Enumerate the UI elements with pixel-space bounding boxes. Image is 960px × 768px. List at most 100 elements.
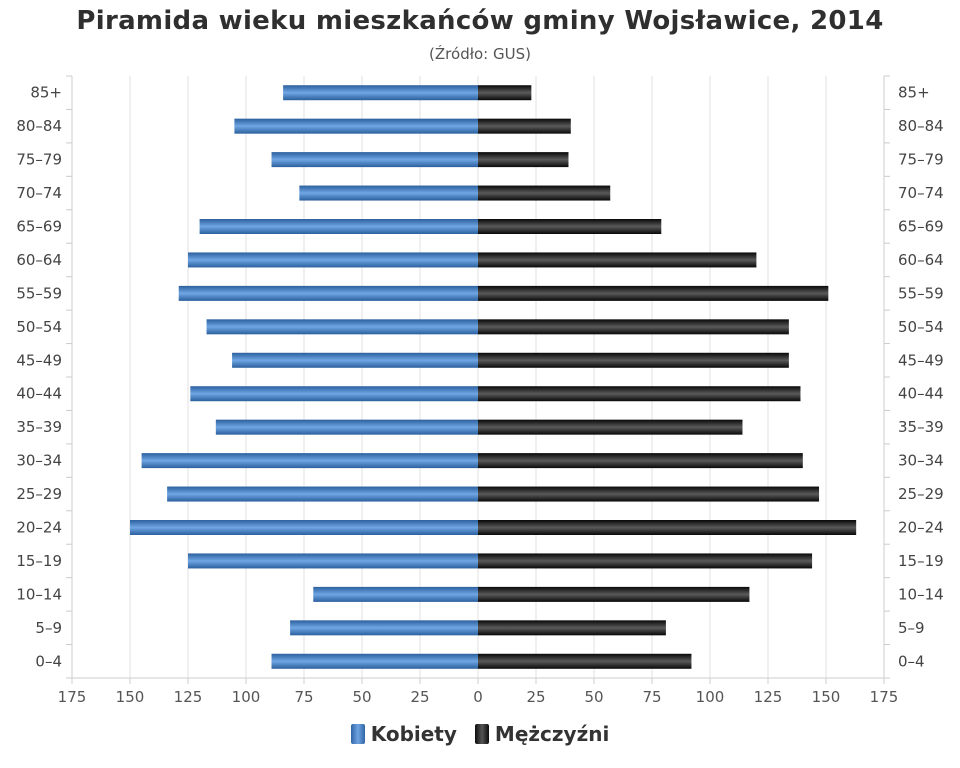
bar-mezczyzni bbox=[478, 85, 532, 101]
right-category-label: 40–44 bbox=[898, 385, 944, 403]
left-category-label: 45–49 bbox=[16, 351, 62, 369]
right-category-label: 25–29 bbox=[898, 485, 944, 503]
bar-kobiety bbox=[232, 352, 478, 368]
bar-kobiety bbox=[234, 118, 478, 134]
x-tick-label: 100 bbox=[232, 688, 261, 706]
x-tick-label: 150 bbox=[812, 688, 841, 706]
bar-kobiety bbox=[271, 152, 478, 168]
bar-kobiety bbox=[188, 252, 478, 268]
bar-mezczyzni bbox=[478, 118, 571, 134]
bar-kobiety bbox=[271, 653, 478, 669]
bar-kobiety bbox=[299, 185, 478, 201]
bar-kobiety bbox=[206, 319, 478, 335]
left-category-label: 5–9 bbox=[35, 619, 62, 637]
right-category-label: 15–19 bbox=[898, 552, 944, 570]
left-category-label: 85+ bbox=[30, 84, 62, 102]
bar-mezczyzni bbox=[478, 285, 829, 301]
right-category-label: 75–79 bbox=[898, 151, 944, 169]
right-category-label: 45–49 bbox=[898, 351, 944, 369]
right-category-label: 10–14 bbox=[898, 585, 944, 603]
chart-title: Piramida wieku mieszkańców gminy Wojsław… bbox=[76, 6, 884, 36]
right-category-label: 50–54 bbox=[898, 318, 944, 336]
bar-kobiety bbox=[167, 486, 478, 502]
left-category-label: 50–54 bbox=[16, 318, 62, 336]
bar-kobiety bbox=[130, 520, 478, 535]
left-category-label: 20–24 bbox=[16, 519, 62, 537]
right-category-label: 85+ bbox=[898, 84, 930, 102]
bar-mezczyzni bbox=[478, 152, 569, 168]
right-category-label: 5–9 bbox=[898, 619, 925, 637]
right-category-label: 80–84 bbox=[898, 117, 944, 135]
bar-kobiety bbox=[290, 620, 478, 636]
bar-mezczyzni bbox=[478, 386, 801, 402]
right-category-label: 35–39 bbox=[898, 418, 944, 436]
bar-mezczyzni bbox=[478, 486, 820, 502]
left-category-label: 40–44 bbox=[16, 385, 62, 403]
legend-label-kobiety: Kobiety bbox=[370, 722, 457, 746]
left-category-label: 55–59 bbox=[16, 284, 62, 302]
right-category-label: 0–4 bbox=[898, 652, 925, 670]
bars bbox=[130, 85, 857, 669]
right-category-label: 55–59 bbox=[898, 284, 944, 302]
legend-label-mezczyzni: Mężczyźni bbox=[494, 722, 610, 746]
bar-mezczyzni bbox=[478, 520, 857, 535]
legend-swatch-kobiety bbox=[350, 724, 365, 744]
left-category-label: 75–79 bbox=[16, 151, 62, 169]
bar-mezczyzni bbox=[478, 653, 692, 669]
left-category-label: 65–69 bbox=[16, 218, 62, 236]
bar-kobiety bbox=[141, 453, 478, 469]
x-tick-label: 175 bbox=[870, 688, 899, 706]
x-tick-label: 75 bbox=[642, 688, 661, 706]
right-category-label: 65–69 bbox=[898, 218, 944, 236]
x-tick-label: 175 bbox=[58, 688, 87, 706]
legend-item-kobiety[interactable]: Kobiety bbox=[350, 722, 457, 746]
bar-kobiety bbox=[313, 586, 478, 602]
left-category-label: 15–19 bbox=[16, 552, 62, 570]
x-tick-label: 0 bbox=[473, 688, 483, 706]
x-tick-label: 25 bbox=[410, 688, 429, 706]
bar-kobiety bbox=[283, 85, 478, 101]
left-category-label: 60–64 bbox=[16, 251, 62, 269]
bar-kobiety bbox=[199, 219, 478, 234]
x-tick-label: 125 bbox=[174, 688, 203, 706]
axes bbox=[66, 75, 890, 684]
bar-mezczyzni bbox=[478, 586, 750, 602]
x-tick-label: 25 bbox=[526, 688, 545, 706]
x-tick-label: 75 bbox=[294, 688, 313, 706]
left-category-label: 10–14 bbox=[16, 585, 62, 603]
bar-mezczyzni bbox=[478, 453, 803, 469]
left-category-label: 35–39 bbox=[16, 418, 62, 436]
bar-kobiety bbox=[190, 386, 478, 402]
x-tick-label: 100 bbox=[696, 688, 725, 706]
bar-mezczyzni bbox=[478, 620, 666, 636]
bar-mezczyzni bbox=[478, 252, 757, 268]
left-category-label: 25–29 bbox=[16, 485, 62, 503]
bar-mezczyzni bbox=[478, 419, 743, 435]
right-category-label: 60–64 bbox=[898, 251, 944, 269]
legend-swatch-mezczyzni bbox=[474, 724, 489, 744]
x-tick-label: 50 bbox=[584, 688, 603, 706]
axis-labels: 175 150 125 100 75 50 25 0 25 50 75 100 125 150 175 85+… bbox=[16, 84, 943, 706]
chart-subtitle: (Źródło: GUS) bbox=[429, 45, 531, 63]
x-tick-label: 150 bbox=[116, 688, 145, 706]
bar-mezczyzni bbox=[478, 185, 611, 201]
right-category-label: 30–34 bbox=[898, 452, 944, 470]
right-category-label: 70–74 bbox=[898, 184, 944, 202]
left-category-label: 70–74 bbox=[16, 184, 62, 202]
left-category-label: 0–4 bbox=[35, 652, 62, 670]
bar-kobiety bbox=[188, 553, 478, 569]
x-tick-label: 50 bbox=[352, 688, 371, 706]
bar-kobiety bbox=[178, 285, 478, 301]
legend: Kobiety Mężczyźni bbox=[0, 722, 960, 746]
bar-kobiety bbox=[215, 419, 478, 435]
bar-mezczyzni bbox=[478, 553, 813, 569]
bar-mezczyzni bbox=[478, 319, 789, 335]
right-category-label: 20–24 bbox=[898, 519, 944, 537]
left-category-label: 80–84 bbox=[16, 117, 62, 135]
bar-mezczyzni bbox=[478, 219, 662, 234]
x-tick-label: 125 bbox=[754, 688, 783, 706]
legend-item-mezczyzni[interactable]: Mężczyźni bbox=[474, 722, 610, 746]
grid-lines bbox=[129, 76, 827, 678]
